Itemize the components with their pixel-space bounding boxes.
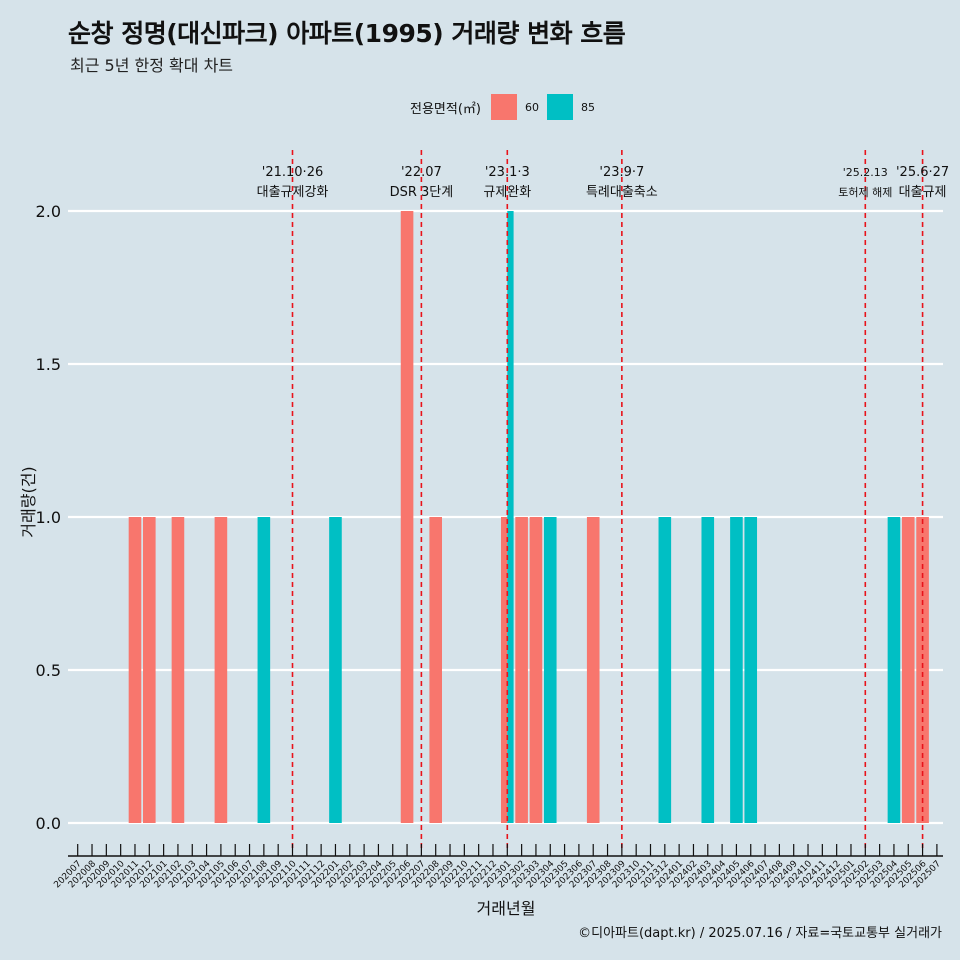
y-tick-label: 0.5 — [36, 661, 61, 680]
event-text-label: DSR 3단계 — [390, 185, 454, 200]
y-tick-label: 1.5 — [36, 355, 61, 374]
chart-subtitle: 최근 5년 한정 확대 차트 — [70, 56, 234, 75]
bar-85-202312 — [658, 517, 672, 823]
bar-85-202301 — [507, 211, 514, 823]
bar-85-202304 — [543, 517, 557, 823]
event-date-label: '25.2.13 — [843, 166, 888, 179]
bar-60-202102 — [171, 517, 185, 823]
legend-swatch-60 — [490, 94, 517, 120]
x-axis-title: 거래년월 — [477, 899, 536, 918]
bar-60-202105 — [214, 517, 228, 823]
event-date-label: '21.10·26 — [262, 165, 323, 180]
y-axis-title: 거래량(건) — [19, 466, 38, 537]
bar-60-202011 — [128, 517, 142, 823]
bar-85-202403 — [701, 517, 715, 823]
y-tick-label: 0.0 — [36, 814, 61, 833]
chart-title: 순창 정명(대신파크) 아파트(1995) 거래량 변화 흐름 — [68, 19, 626, 48]
bar-60-202302 — [515, 517, 528, 823]
y-tick-label: 2.0 — [36, 202, 61, 221]
event-date-label: '23.1·3 — [485, 165, 530, 180]
bar-60-202208 — [429, 517, 442, 823]
event-date-label: '22.07 — [401, 165, 442, 180]
y-tick-label: 1.0 — [36, 508, 61, 527]
legend: 전용면적(㎡) 60 85 — [410, 93, 603, 121]
bar-60-202303 — [529, 517, 543, 823]
bar-60-202301 — [501, 517, 508, 823]
bar-85-202108 — [257, 517, 271, 823]
legend-label-60: 60 — [524, 100, 539, 114]
event-text-label: 규제완화 — [483, 185, 531, 200]
bar-85-202405 — [730, 517, 743, 823]
legend-swatch-85 — [546, 94, 573, 120]
bar-85-202406 — [744, 517, 758, 823]
bar-60-202206 — [400, 211, 414, 823]
source-caption: ©디아파트(dapt.kr) / 2025.07.16 / 자료=국토교통부 실… — [578, 926, 942, 941]
bar-85-202201 — [329, 517, 342, 823]
bar-60-202505 — [901, 517, 915, 823]
bar-60-202307 — [586, 517, 600, 823]
bar-60-202012 — [143, 517, 156, 823]
bar-60-202506 — [916, 517, 929, 823]
event-text-label: 토허제 해제 — [838, 185, 892, 199]
bar-85-202504 — [887, 517, 901, 823]
event-text-label: 대출규제 — [899, 185, 947, 200]
legend-label-85: 85 — [580, 100, 595, 114]
event-date-label: '25.6·27 — [896, 165, 949, 180]
event-text-label: 대출규제강화 — [257, 185, 329, 200]
event-date-label: '23.9·7 — [599, 165, 644, 180]
event-text-label: 특례대출축소 — [586, 185, 658, 200]
legend-title: 전용면적(㎡) — [410, 101, 481, 117]
